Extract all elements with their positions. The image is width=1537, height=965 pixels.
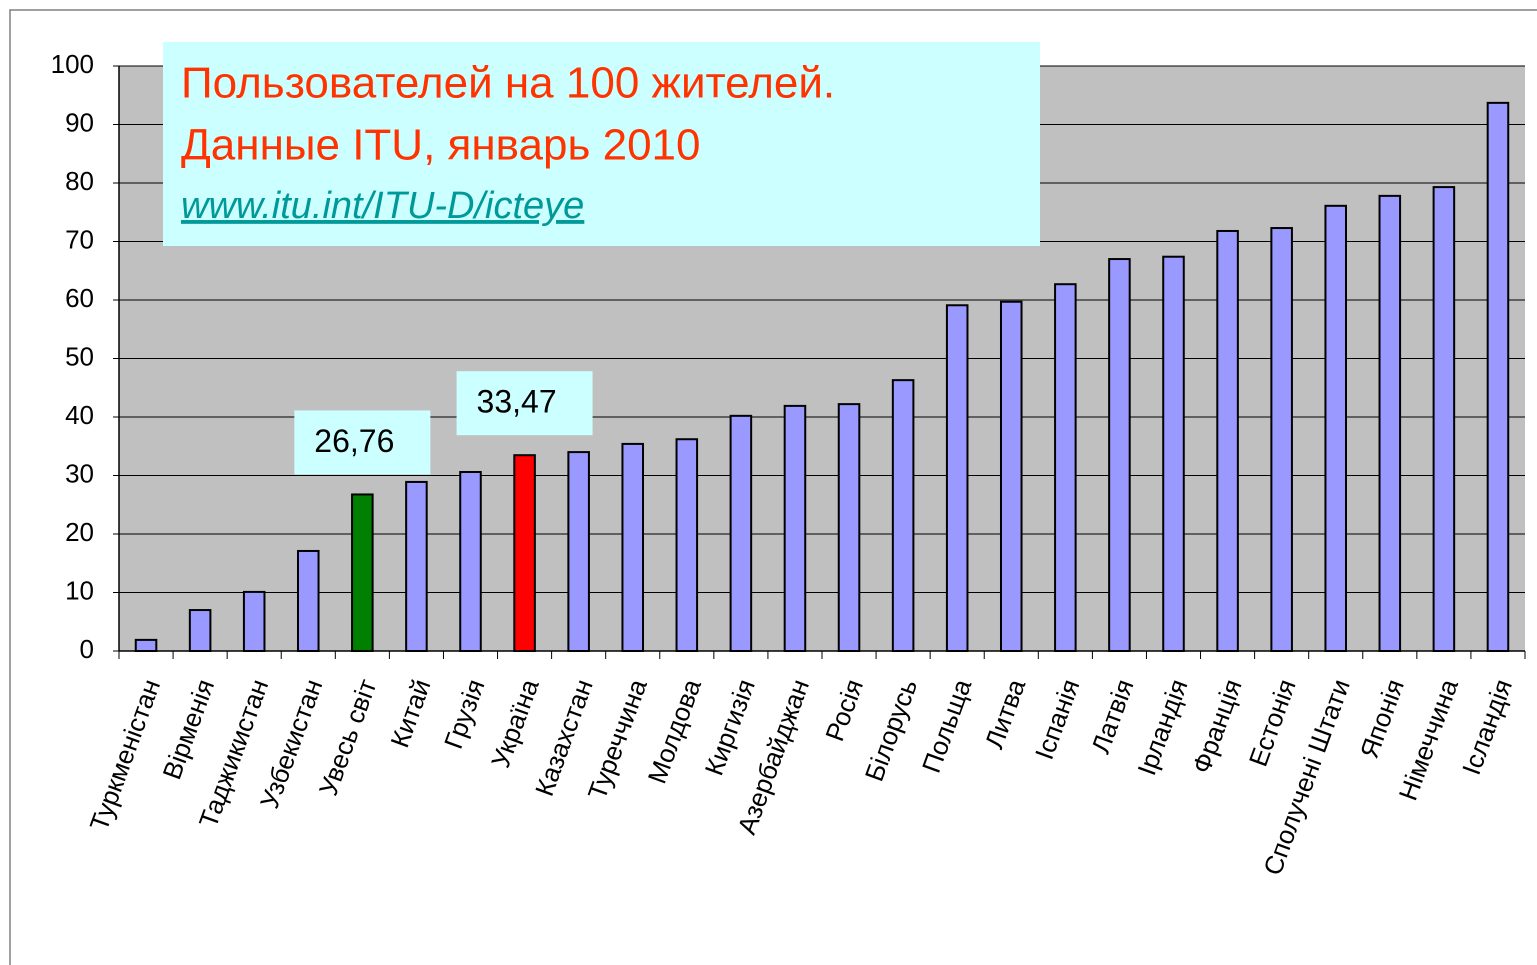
bar [999, 300, 1023, 652]
bar [1432, 186, 1456, 652]
y-tick-label: 10 [65, 575, 94, 605]
y-tick-label: 90 [65, 107, 94, 137]
y-tick-label: 0 [80, 634, 94, 664]
y-tick-label: 70 [65, 224, 94, 254]
bar [242, 590, 266, 652]
bar [513, 454, 536, 652]
title-box [163, 42, 1040, 246]
bar [675, 438, 699, 653]
bar [405, 480, 428, 652]
bar [729, 414, 753, 652]
bar [1324, 204, 1348, 652]
y-tick-label: 80 [65, 166, 94, 196]
bar [1270, 227, 1293, 652]
y-tick-label: 50 [65, 341, 94, 371]
bar [1486, 101, 1510, 653]
y-tick-label: 30 [65, 458, 94, 488]
bar [1162, 255, 1185, 652]
chart-subtitle: Данные ITU, январь 2010 [181, 121, 701, 170]
bar [567, 451, 590, 652]
bar [188, 609, 212, 652]
bar [621, 442, 645, 652]
source-link[interactable]: www.itu.int/ITU-D/icteye [181, 185, 584, 227]
bar [1054, 283, 1077, 652]
bar [459, 470, 482, 652]
value-label: 33,47 [477, 384, 557, 420]
bar [351, 493, 374, 653]
value-label: 26,76 [314, 423, 394, 459]
bar [296, 549, 320, 653]
y-tick-label: 100 [51, 49, 94, 79]
bar [1216, 229, 1239, 652]
bar [1378, 194, 1402, 652]
bar [837, 403, 861, 652]
y-tick-label: 40 [65, 400, 94, 430]
y-tick-label: 20 [65, 517, 94, 547]
value-label-box [294, 410, 431, 475]
value-label-box [456, 371, 593, 436]
bar [1108, 258, 1131, 652]
bar [891, 379, 915, 652]
bar [783, 404, 807, 653]
y-tick-label: 60 [65, 283, 94, 313]
bar [945, 304, 969, 652]
chart-title: Пользователей на 100 жителей. [181, 59, 835, 108]
bar [134, 638, 158, 653]
